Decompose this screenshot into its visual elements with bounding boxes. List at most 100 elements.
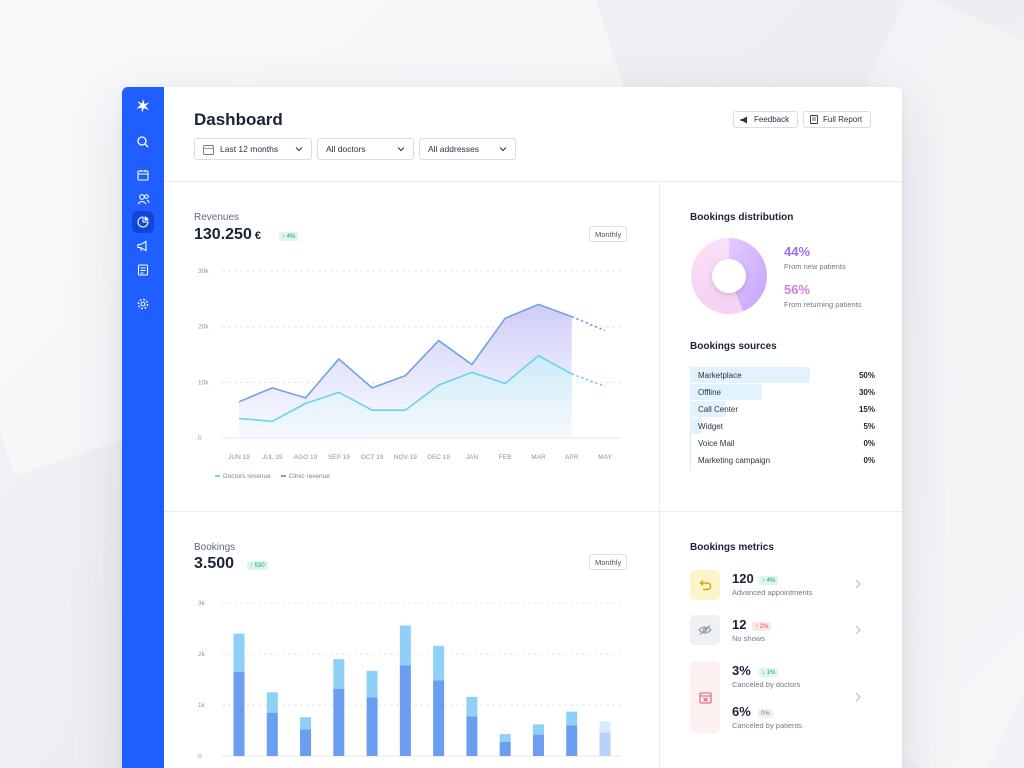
bar-segment-base: [499, 741, 511, 756]
legend-clinic-label: Clinic revenue: [288, 473, 330, 480]
bar-segment-top: [233, 633, 245, 672]
x-tick-label: MAY: [598, 454, 612, 461]
settings-gear-icon[interactable]: [132, 293, 154, 315]
new-patients-pct: 44%: [784, 244, 811, 259]
bar-segment-base: [266, 712, 278, 756]
chevron-down-icon: [499, 147, 507, 152]
canceled-patients-label: Canceled by patients: [732, 721, 803, 730]
calendar-icon[interactable]: [132, 164, 154, 186]
feedback-button[interactable]: Feedback: [733, 111, 799, 128]
legend-doctors-swatch: [215, 475, 220, 478]
search-icon[interactable]: [132, 131, 154, 153]
y-tick-label: 3k: [198, 600, 206, 607]
advanced-appointments-label: Advanced appointments: [732, 588, 813, 597]
x-tick-label: FEB: [499, 454, 512, 461]
metrics-title: Bookings metrics: [690, 542, 774, 553]
series-projection-doctors-revenue: [571, 373, 606, 387]
advanced-appointments-icon: [690, 570, 720, 600]
source-pct: 30%: [858, 388, 875, 397]
new-patients-label: From new patients: [784, 262, 846, 271]
undo-arrow-icon: [699, 580, 711, 591]
full-report-label: Full Report: [823, 115, 863, 124]
source-row: Offline 30%: [690, 384, 875, 400]
bar-segment-base: [300, 729, 312, 756]
legend-clinic-swatch: [280, 475, 286, 478]
patients-icon[interactable]: [132, 188, 154, 210]
x-tick-label: JAN: [466, 454, 479, 461]
donut-slice-new: [729, 238, 767, 312]
bookings-title: Bookings: [194, 542, 236, 553]
chevron-right-icon[interactable]: [854, 625, 862, 635]
megaphone-icon[interactable]: [132, 235, 154, 257]
period-select[interactable]: Last 12 months: [194, 138, 312, 160]
canceled-patients-value: 6%: [732, 704, 751, 719]
source-bar: [690, 418, 702, 434]
legend-doctors-label: Doctors revenue: [223, 473, 271, 480]
chevron-down-icon: [397, 147, 405, 152]
bar-segment-base: [566, 725, 578, 756]
no-shows-label: No shows: [732, 634, 765, 643]
revenues-title: Revenues: [194, 212, 240, 223]
y-tick-label: 20k: [198, 324, 209, 331]
full-report-button[interactable]: Full Report: [803, 111, 872, 128]
bar-segment-top: [599, 721, 611, 733]
revenues-currency: €: [254, 230, 261, 242]
source-label: Offline: [698, 388, 721, 397]
document-icon: [810, 115, 818, 124]
bar-segment-top: [366, 670, 378, 698]
chevron-right-icon[interactable]: [854, 579, 862, 589]
bar-segment-top: [466, 696, 478, 717]
bar-segment-base: [333, 688, 345, 756]
source-pct: 0%: [863, 456, 875, 465]
source-label: Marketplace: [698, 371, 742, 380]
bar-segment-top: [532, 724, 544, 735]
bar-segment-base: [532, 734, 544, 756]
x-tick-label: MAR: [531, 454, 546, 461]
y-tick-label: 0: [198, 435, 202, 442]
bar-segment-top: [300, 717, 312, 730]
x-tick-label: DEC 19: [427, 454, 450, 461]
x-tick-label: APR: [565, 454, 579, 461]
area-fill-doctors-revenue: [239, 355, 572, 438]
distribution-donut: [691, 238, 767, 314]
eye-off-icon: [698, 625, 712, 635]
bar-segment-base: [399, 665, 411, 756]
source-label: Call Center: [698, 405, 739, 414]
source-pct: 5%: [863, 422, 875, 431]
app-logo-icon[interactable]: [134, 97, 152, 115]
bar-segment-top: [499, 734, 511, 742]
addresses-select[interactable]: All addresses: [419, 138, 516, 160]
revenues-period-button[interactable]: Monthly: [589, 226, 628, 242]
chevron-down-icon: [295, 147, 303, 152]
analytics-icon[interactable]: [132, 211, 154, 233]
chevron-right-icon[interactable]: [854, 692, 862, 702]
y-tick-label: 1k: [198, 702, 206, 709]
megaphone-icon: [740, 116, 747, 123]
x-tick-label: NOV 19: [394, 454, 418, 461]
canceled-icon: [690, 661, 720, 733]
x-tick-label: OCT 19: [361, 454, 384, 461]
bar-segment-top: [333, 659, 345, 689]
no-shows-icon: [690, 615, 720, 645]
y-tick-label: 0: [198, 753, 202, 760]
bar-segment-top: [433, 645, 445, 681]
reports-icon[interactable]: [132, 259, 154, 281]
page-title: Dashboard: [194, 110, 283, 129]
source-pct: 15%: [858, 405, 875, 414]
y-tick-label: 30k: [198, 268, 209, 275]
bar-segment-base: [233, 671, 245, 756]
x-tick-label: JUN 19: [228, 454, 250, 461]
donut-center: [712, 259, 746, 293]
y-tick-label: 2k: [198, 651, 206, 658]
bookings-period-button[interactable]: Monthly: [589, 554, 628, 570]
advanced-appointments-value: 120: [732, 571, 754, 586]
main-content: Dashboard Last 12 months All doctors All…: [164, 87, 902, 768]
page-header: Dashboard Last 12 months All doctors All…: [164, 87, 902, 182]
canceled-doctors-value: 3%: [732, 663, 751, 678]
bar-segment-base: [599, 732, 611, 756]
doctors-select[interactable]: All doctors: [317, 138, 414, 160]
doctors-select-value: All doctors: [326, 144, 366, 154]
bookings-value: 3.500: [194, 555, 235, 572]
x-tick-label: SEP 19: [328, 454, 350, 461]
canceled-doctors-label: Canceled by doctors: [732, 680, 801, 689]
